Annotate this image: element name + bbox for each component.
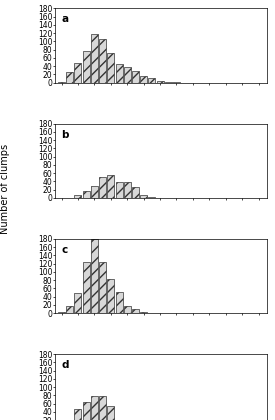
Bar — [140, 76, 147, 83]
Bar — [140, 194, 147, 198]
Bar — [148, 78, 155, 83]
Bar — [132, 71, 139, 83]
Bar — [107, 279, 114, 313]
Bar — [116, 182, 122, 198]
Bar — [107, 406, 114, 420]
Text: b: b — [61, 129, 69, 139]
Bar — [124, 67, 131, 83]
Bar — [75, 293, 81, 313]
Bar — [116, 64, 122, 83]
Bar — [99, 396, 106, 420]
Bar — [140, 312, 147, 313]
Bar — [83, 191, 90, 198]
Bar — [75, 63, 81, 83]
Bar — [83, 402, 90, 420]
Bar — [91, 34, 98, 83]
Bar — [83, 50, 90, 83]
Bar — [156, 81, 164, 83]
Text: a: a — [61, 14, 68, 24]
Bar — [116, 292, 122, 313]
Text: d: d — [61, 360, 69, 370]
Bar — [132, 309, 139, 313]
Bar — [107, 175, 114, 198]
Bar — [75, 409, 81, 420]
Bar — [91, 239, 98, 313]
Bar — [58, 312, 65, 313]
Bar — [124, 306, 131, 313]
Bar — [148, 197, 155, 198]
Bar — [91, 186, 98, 198]
Bar — [91, 396, 98, 420]
Bar — [165, 82, 172, 83]
Bar — [124, 182, 131, 198]
Bar — [75, 195, 81, 198]
Text: c: c — [61, 245, 68, 255]
Bar — [66, 306, 73, 313]
Bar — [107, 53, 114, 83]
Text: Number of clumps: Number of clumps — [1, 144, 10, 234]
Bar — [99, 177, 106, 198]
Bar — [58, 82, 65, 83]
Bar — [132, 187, 139, 198]
Bar — [66, 71, 73, 83]
Bar — [99, 262, 106, 313]
Bar — [83, 262, 90, 313]
Bar — [99, 39, 106, 83]
